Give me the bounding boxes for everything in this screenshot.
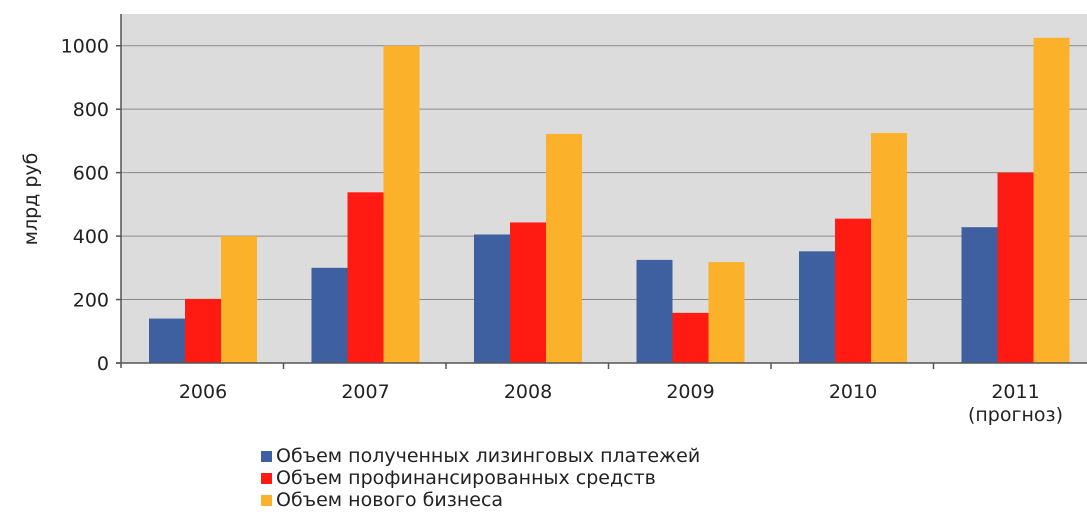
bar <box>221 236 257 363</box>
y-axis-label: млрд руб <box>20 153 42 246</box>
legend-item: Объем профинансированных средств <box>261 467 700 489</box>
x-tick-label: 2007 <box>341 381 389 403</box>
x-tick-label: 2006 <box>179 381 227 403</box>
legend-item: Объем полученных лизинговых платежей <box>261 445 700 467</box>
bar <box>384 46 420 363</box>
legend-swatch <box>261 495 272 506</box>
legend-swatch <box>261 451 272 462</box>
bar <box>312 268 348 363</box>
bar <box>673 313 709 363</box>
bar <box>474 235 510 363</box>
x-tick-labels: 2006 2007 2008 2009 2010 2011(прогноз) <box>179 381 1063 426</box>
x-tick-label: 2011 <box>991 381 1039 403</box>
y-tick-label: 200 <box>73 290 109 312</box>
bar <box>348 192 384 363</box>
bar <box>799 251 835 363</box>
legend-label: Объем нового бизнеса <box>276 489 503 511</box>
bar <box>1034 38 1070 363</box>
bar <box>998 173 1034 363</box>
legend-swatch <box>261 473 272 484</box>
x-tick-label: (прогноз) <box>968 404 1063 426</box>
bar <box>835 219 871 363</box>
y-tick-labels: 0 200 400 600 800 1000 <box>61 36 109 375</box>
x-tick-label: 2008 <box>504 381 552 403</box>
legend-item: Объем нового бизнеса <box>261 489 700 511</box>
legend-label: Объем профинансированных средств <box>276 467 656 489</box>
bar <box>546 134 582 363</box>
y-tick-label: 400 <box>73 226 109 248</box>
bar <box>871 133 907 363</box>
bar <box>185 299 221 363</box>
legend-label: Объем полученных лизинговых платежей <box>276 445 700 467</box>
bar <box>510 222 546 363</box>
bar <box>709 262 745 363</box>
x-tick-label: 2010 <box>829 381 877 403</box>
plot-area <box>121 14 1087 363</box>
y-tick-label: 600 <box>73 163 109 185</box>
x-tick-label: 2009 <box>666 381 714 403</box>
y-tick-label: 800 <box>73 99 109 121</box>
bar <box>149 319 185 363</box>
y-tick-label: 0 <box>97 353 109 375</box>
legend: Объем полученных лизинговых платежей Объ… <box>261 445 700 511</box>
y-tick-label: 1000 <box>61 36 109 58</box>
bar <box>637 260 673 363</box>
bar <box>962 227 998 363</box>
